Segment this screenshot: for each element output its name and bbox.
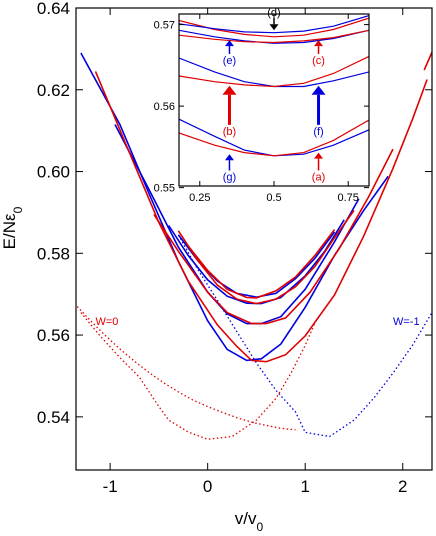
series-line-red-solid-10 bbox=[187, 229, 336, 299]
inset-arrow-head-b bbox=[222, 85, 237, 95]
x-tick-label: -1 bbox=[103, 477, 118, 496]
inset-arrow-label-c: (c) bbox=[312, 55, 325, 67]
inset-y-tick-label: 0.55 bbox=[154, 183, 175, 195]
inset-arrow-head-a bbox=[314, 152, 324, 159]
inset-series-line-red-5 bbox=[179, 17, 369, 38]
y-tick-label: 0.54 bbox=[37, 408, 70, 427]
series-line-red-dotted-0 bbox=[76, 304, 296, 431]
inset-arrow-head-d bbox=[269, 24, 279, 31]
x-tick-label: 0 bbox=[203, 477, 212, 496]
series-line-blue-dotted-2 bbox=[177, 234, 432, 438]
y-tick-label: 0.58 bbox=[37, 244, 70, 263]
x-axis-title: v/v0 bbox=[235, 509, 264, 534]
inset-background bbox=[179, 14, 369, 186]
curve-annotation-label-1: W=-1 bbox=[393, 316, 420, 328]
inset-arrow-label-f: (f) bbox=[313, 126, 323, 138]
inset-arrows-group: (a) (b) (c) (d) (e) (f) (g) bbox=[222, 7, 326, 184]
inset-x-tick-label: 0.5 bbox=[266, 192, 281, 204]
main-ticks-group: -1 0 1 2 0.54 0.56 0.58 0.60 0.62 0.64 bbox=[37, 0, 432, 496]
y-axis-title: E/Nε0 bbox=[0, 206, 25, 249]
series-line-red-solid-9 bbox=[177, 209, 355, 305]
inset-arrow-head-c bbox=[314, 40, 324, 47]
series-line-blue-solid-4 bbox=[114, 124, 360, 325]
inset-arrow-label-d: (d) bbox=[267, 7, 280, 19]
y-tick-label: 0.60 bbox=[37, 163, 70, 182]
inset-series-line-red-3 bbox=[179, 55, 369, 88]
y-tick-label: 0.56 bbox=[37, 326, 70, 345]
inset-arrow-head-f bbox=[311, 85, 326, 95]
inset-plot: (a) (b) (c) (d) (e) (f) (g) 0.25 0.5 0.75 0.55 0.5… bbox=[154, 7, 370, 204]
inset-ticks-group: 0.25 0.5 0.75 0.55 0.56 0.57 bbox=[154, 14, 369, 204]
inset-x-tick-label: 0.25 bbox=[189, 192, 210, 204]
inset-y-tick-label: 0.57 bbox=[154, 20, 175, 32]
series-line-red-solid-7 bbox=[94, 71, 428, 363]
inset-y-tick-label: 0.56 bbox=[154, 101, 175, 113]
inset-series-group bbox=[179, 15, 369, 157]
x-tick-label: 2 bbox=[398, 477, 407, 496]
main-plot: -1 0 1 2 0.54 0.56 0.58 0.60 0.62 0.64 W=0 W=-1 bbox=[37, 0, 433, 496]
inset-arrow-label-a: (a) bbox=[312, 172, 325, 184]
series-line-red-solid-11 bbox=[423, 51, 432, 71]
main-series-group bbox=[76, 51, 432, 440]
inset-arrow-label-e: (e) bbox=[223, 55, 236, 67]
inset-series-line-red-6 bbox=[179, 29, 369, 44]
main-annotations-group: W=0 W=-1 bbox=[96, 316, 420, 328]
series-line-red-solid-8 bbox=[153, 148, 394, 325]
y-tick-label: 0.62 bbox=[37, 81, 70, 100]
y-tick-label: 0.64 bbox=[37, 0, 70, 18]
curve-annotation-label-0: W=0 bbox=[96, 316, 119, 328]
x-tick-label: 1 bbox=[300, 477, 309, 496]
series-line-red-dotted-1 bbox=[80, 312, 316, 440]
inset-series-line-blue-4 bbox=[179, 29, 369, 44]
inset-arrow-head-e bbox=[224, 40, 234, 47]
inset-arrow-head-g bbox=[224, 154, 234, 161]
inset-series-line-red-1 bbox=[179, 119, 369, 157]
inset-arrow-label-b: (b) bbox=[223, 126, 236, 138]
inset-series-line-blue-7 bbox=[179, 15, 369, 34]
inset-x-tick-label: 0.75 bbox=[338, 192, 359, 204]
main-plot-frame bbox=[75, 7, 433, 471]
inset-arrow-label-g: (g) bbox=[223, 172, 236, 184]
